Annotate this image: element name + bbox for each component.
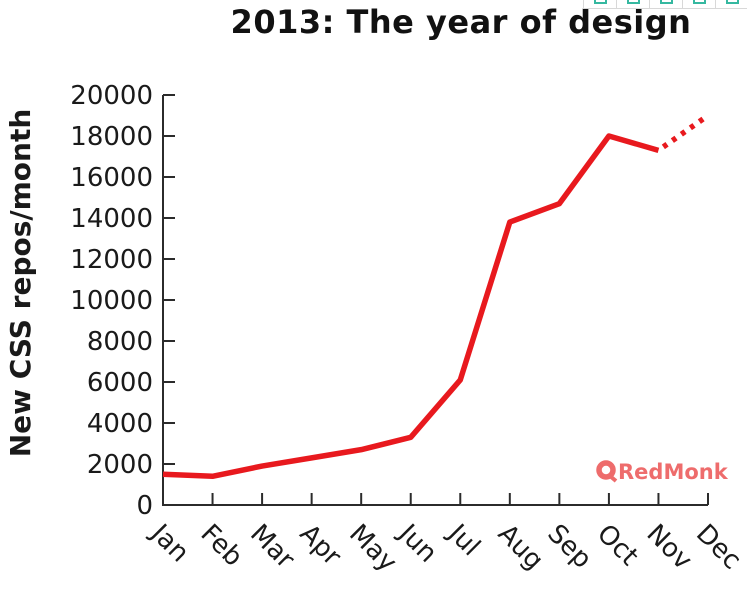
- series-line-projection: [656, 113, 710, 153]
- series-line-solid: [162, 133, 660, 480]
- grid-button[interactable]: [649, 0, 683, 9]
- grid-icon: [659, 0, 673, 4]
- redmonk-curl-tail: [608, 474, 618, 483]
- box-select-button[interactable]: [583, 0, 617, 9]
- y-tick-label: 16000: [70, 163, 153, 193]
- x-tick-label: Dec: [690, 519, 747, 576]
- redmonk-logo-text: RedMonk: [618, 460, 729, 484]
- y-tick-label: 6000: [87, 368, 153, 398]
- x-tick-label: May: [343, 519, 402, 578]
- x-tick-label: Aug: [492, 519, 549, 576]
- pan-button[interactable]: [616, 0, 650, 9]
- x-tick-label: Apr: [294, 519, 347, 572]
- y-axis-label: New CSS repos/month: [4, 109, 37, 458]
- y-tick-label: 20000: [70, 81, 153, 111]
- y-tick-label: 10000: [70, 286, 153, 316]
- y-tick-label: 14000: [70, 204, 153, 234]
- save-button[interactable]: [682, 0, 716, 9]
- y-tick-label: 18000: [70, 122, 153, 152]
- save-icon: [692, 0, 706, 4]
- y-tick-label: 4000: [87, 409, 153, 439]
- chart-title: 2013: The year of design: [230, 3, 692, 41]
- pan-icon: [626, 0, 640, 4]
- y-tick-label: 0: [136, 491, 153, 521]
- x-tick-label: Jul: [441, 517, 486, 562]
- x-tick-label: Jan: [144, 517, 195, 568]
- y-tick-label: 8000: [87, 327, 153, 357]
- x-tick-label: Oct: [591, 519, 644, 572]
- x-tick-label: Sep: [541, 519, 597, 575]
- axes: 0 2000 4000 6000 8000 10000 12000 14000 16000 180…: [70, 81, 747, 578]
- x-tick-label: Nov: [641, 519, 698, 576]
- x-tick-label: Feb: [195, 519, 249, 573]
- redmonk-logo: RedMonk: [596, 460, 729, 484]
- x-tick-label: Mar: [244, 519, 300, 575]
- help-icon: [725, 0, 739, 4]
- box-select-icon: [593, 0, 607, 4]
- y-tick-label: 2000: [87, 450, 153, 480]
- help-button[interactable]: [715, 0, 747, 9]
- chart-toolbar: [583, 0, 747, 9]
- redmonk-curl-icon: [596, 460, 616, 480]
- y-tick-label: 12000: [70, 245, 153, 275]
- series: [162, 113, 710, 480]
- axis-spines: [162, 95, 708, 506]
- x-tick-label: Jun: [391, 517, 442, 568]
